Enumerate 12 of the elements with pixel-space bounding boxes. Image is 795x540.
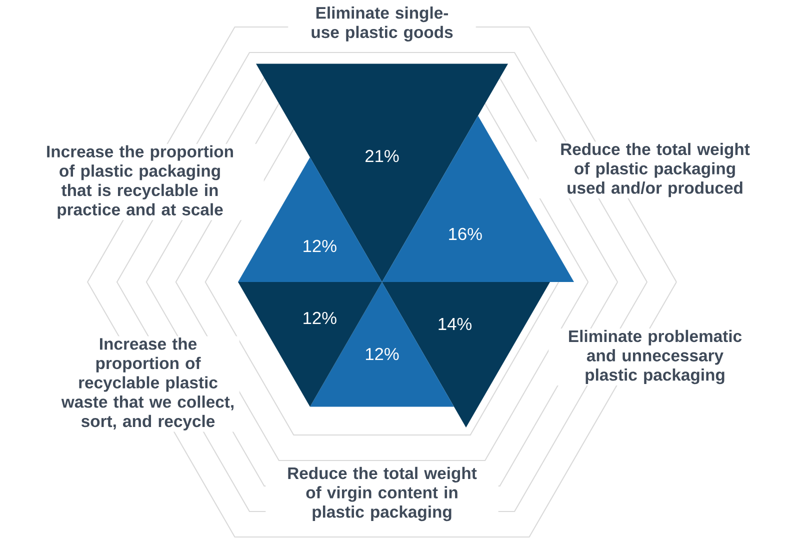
data-label: 21% [366, 150, 399, 162]
data-label: 14% [438, 318, 472, 330]
category-label: Eliminate single-use plastic goods [312, 6, 453, 42]
data-label: 12% [304, 312, 336, 324]
category-label: Reduce the total weight of virgin content in plastic packaging [288, 466, 477, 522]
category-label: Reduce the total weight of plastic packaging used and/or produced [561, 142, 750, 198]
data-label: 16% [449, 228, 482, 240]
data-label: 12% [304, 240, 336, 252]
category-label: Eliminate problematic and unnecessary plastic packaging [569, 330, 742, 384]
data-label: 12% [366, 348, 399, 360]
category-label: Increase the proportion of recyclable plastic waste that we collect, sort, and recycle [61, 338, 234, 430]
category-label: Increase the proportion of plastic packaging that is recyclable in practice and at scale [47, 145, 233, 219]
